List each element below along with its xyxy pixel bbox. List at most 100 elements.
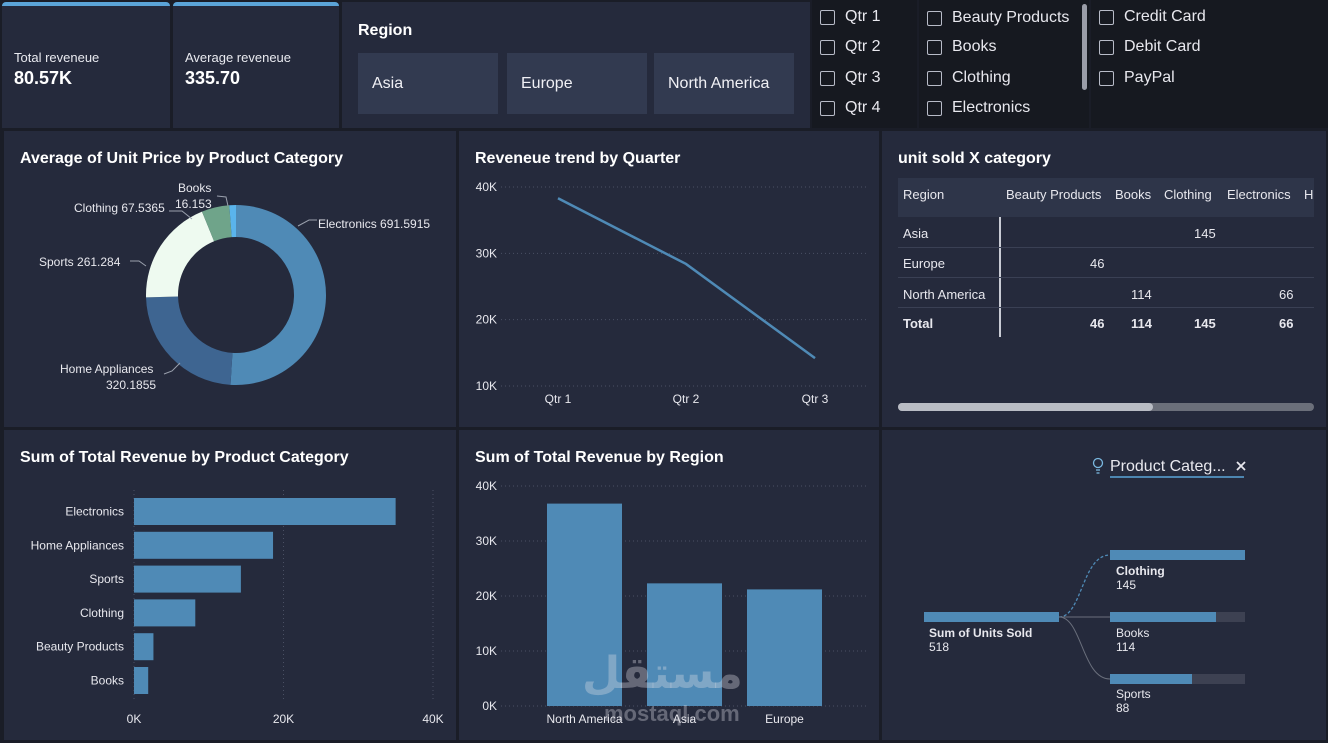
vbar-asia[interactable] [647,583,722,706]
option-label: Beauty Products [952,9,1070,26]
donut-chart-card: Average of Unit Price by Product Categor… [4,131,456,427]
vbar-chart-title: Sum of Total Revenue by Region [475,449,724,466]
checkbox[interactable] [820,39,835,55]
region-button-north-america[interactable]: North America [654,53,794,114]
donut-slice-clothing[interactable] [201,205,232,242]
quarter-option-qtr4[interactable]: Qtr 4 [820,99,881,117]
decomp-filter-label[interactable]: Product Categ... [1110,458,1226,475]
checkbox[interactable] [820,9,835,25]
matrix-header-beauty[interactable]: Beauty Products [1006,187,1102,202]
decomp-connector [1058,616,1111,680]
kpi-average-revenue: Average reveneue 335.70 [173,2,339,128]
checkbox[interactable] [927,39,942,55]
leader-line [169,210,193,220]
y-tick-label: 10K [476,379,497,393]
quarter-option-qtr1[interactable]: Qtr 1 [820,8,881,26]
hbar-sports[interactable] [134,565,241,593]
payment-option-debit-card[interactable]: Debit Card [1099,38,1200,56]
hbar-electronics[interactable] [134,498,396,525]
decomp-node-value: 114 [1116,640,1135,654]
decomp-root-value: 518 [929,640,949,654]
decomp-node-bar-books[interactable] [1110,612,1216,622]
option-label: Credit Card [1124,8,1206,25]
category-label: Home Appliances [31,538,124,552]
payment-option-credit-card[interactable]: Credit Card [1099,8,1206,26]
quarter-slicer: Qtr 1 Qtr 2 Qtr 3 Qtr 4 [812,0,917,128]
line-chart-card: Reveneue trend by Quarter 40K 30K 20K 10K Qt… [459,131,879,427]
lightbulb-icon[interactable] [1092,457,1104,474]
decomp-connector [1058,554,1111,618]
matrix-header-region[interactable]: Region [903,187,945,202]
category-option-books[interactable]: Books [927,38,996,56]
matrix-header-row [898,178,1314,217]
donut-label-home-appliances: Home Appliances [60,362,153,376]
y-tick-label: 40K [476,479,497,493]
checkbox[interactable] [820,100,835,116]
hbar-home-appliances[interactable] [134,531,274,559]
option-label: Qtr 3 [845,69,881,86]
quarter-option-qtr2[interactable]: Qtr 2 [820,38,881,56]
y-tick-label: 20K [476,589,497,603]
matrix-card: unit sold X category Region Beauty Produ… [882,131,1326,427]
category-scrollbar[interactable] [1082,4,1087,90]
checkbox[interactable] [1099,39,1114,55]
donut-label-sports: Sports 261.284 [39,255,121,269]
hbar-clothing[interactable] [134,599,196,627]
matrix-total-cell: 46 [1090,316,1105,331]
option-label: Qtr 1 [845,8,881,25]
region-slicer-title: Region [358,22,413,39]
decomp-node-bar-clothing[interactable] [1110,550,1245,560]
decomp-node-label: Books [1116,626,1149,640]
payment-slicer: Credit Card Debit Card PayPal [1091,0,1328,128]
donut-slice-electronics[interactable] [230,205,326,385]
decomp-node-bar-sports[interactable] [1110,674,1192,684]
hbar-beauty-products[interactable] [134,633,154,661]
category-label: Books [91,674,124,688]
kpi-label: Average reveneue [185,50,292,65]
category-option-beauty[interactable]: Beauty Products [927,9,1069,27]
region-button-asia[interactable]: Asia [358,53,498,114]
matrix-header-electronics[interactable]: Electronics [1227,187,1291,202]
matrix-header-overflow[interactable]: H [1304,187,1314,202]
checkbox[interactable] [1099,70,1114,86]
y-tick-label: 30K [476,246,497,260]
quarter-option-qtr3[interactable]: Qtr 3 [820,69,881,87]
category-slicer: Beauty Products Books Clothing Electroni… [919,0,1089,128]
vbar-europe[interactable] [747,589,822,706]
x-tick-label: Qtr 2 [673,392,700,406]
category-label: Sports [89,572,124,586]
hbar-books[interactable] [134,667,149,694]
checkbox[interactable] [927,70,942,86]
donut-slice-books[interactable] [229,205,236,238]
checkbox[interactable] [927,100,942,116]
matrix-horizontal-scrollbar[interactable] [898,403,1314,411]
category-label: North America [546,712,622,726]
y-tick-label: 30K [476,534,497,548]
y-tick-label: 10K [476,644,497,658]
line-series[interactable] [557,197,816,360]
checkbox[interactable] [1099,9,1114,25]
donut-label-books: Books [178,181,211,195]
matrix-header-books[interactable]: Books [1115,187,1152,202]
matrix-row-label: Asia [903,226,929,241]
donut-slice-home-appliances[interactable] [146,296,233,385]
region-button-europe[interactable]: Europe [507,53,647,114]
kpi-label: Total reveneue [14,50,100,65]
checkbox[interactable] [820,70,835,86]
decomp-node-value: 88 [1116,701,1130,715]
payment-option-paypal[interactable]: PayPal [1099,69,1175,87]
decomposition-tree: Product Categ... Sum of Units Sold 518 C… [924,457,1246,715]
matrix-total-label: Total [903,316,934,331]
category-option-clothing[interactable]: Clothing [927,69,1011,87]
kpi-value: 80.57K [14,68,73,88]
category-option-electronics[interactable]: Electronics [927,99,1030,117]
vbar-north-america[interactable] [547,503,622,706]
checkbox[interactable] [927,10,942,26]
close-icon[interactable] [1236,461,1246,471]
scrollbar-thumb[interactable] [898,403,1153,411]
x-tick-label: Qtr 1 [545,392,572,406]
donut-slice-sports[interactable] [146,211,215,298]
decomp-root-bar[interactable] [924,612,1059,622]
matrix-header-clothing[interactable]: Clothing [1164,187,1212,202]
donut-label-home-appliances-value: 320.1855 [106,378,156,392]
